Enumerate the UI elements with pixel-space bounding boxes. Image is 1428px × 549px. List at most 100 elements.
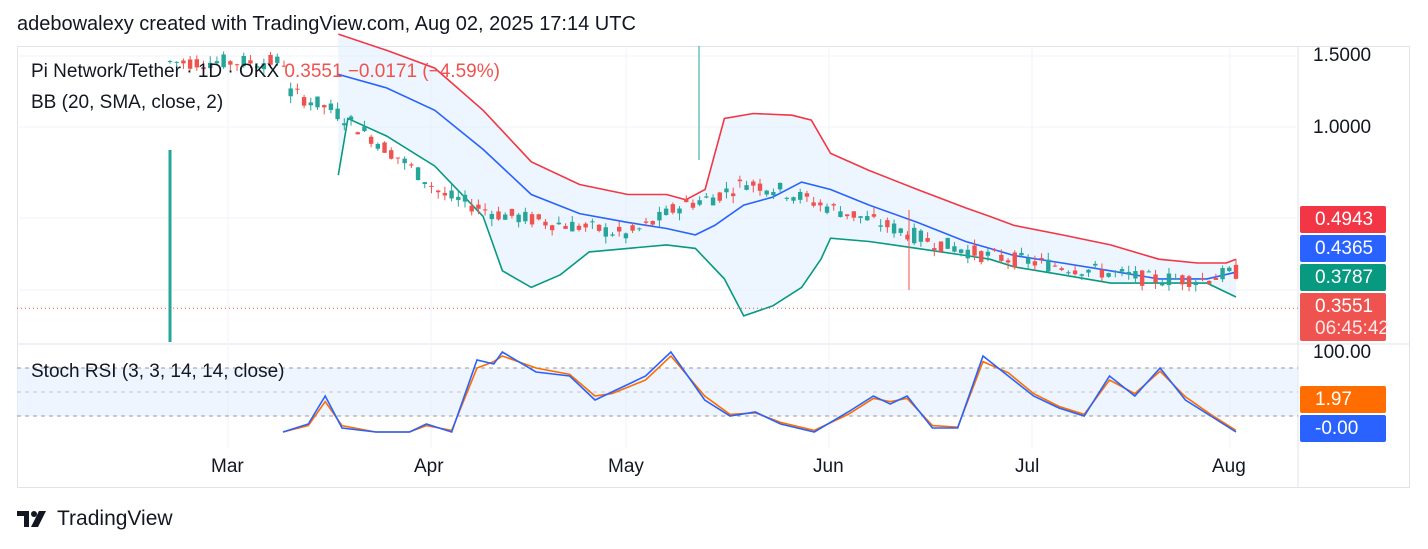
time-label-apr: Apr bbox=[414, 456, 444, 477]
candle-body bbox=[214, 61, 220, 64]
candle-body bbox=[831, 204, 836, 206]
stoch-d-tag: 1.97 bbox=[1300, 386, 1386, 413]
candle-body bbox=[918, 230, 924, 242]
candle-body bbox=[804, 193, 810, 197]
candle-body bbox=[536, 214, 541, 220]
candle-body bbox=[328, 103, 334, 111]
tradingview-logo-icon bbox=[17, 511, 46, 527]
candle-body bbox=[275, 56, 280, 63]
price-tick-1-5: 1.5000 bbox=[1313, 45, 1372, 66]
candle-body bbox=[482, 209, 488, 211]
candle-body bbox=[409, 164, 414, 166]
candle-body bbox=[462, 194, 468, 202]
candle-body bbox=[355, 132, 360, 135]
bb-lower-line bbox=[337, 117, 1237, 317]
bb-legend[interactable]: BB (20, SMA, close, 2) bbox=[31, 92, 224, 113]
candle-body bbox=[496, 211, 501, 220]
candle-body bbox=[181, 60, 186, 64]
candle-body bbox=[932, 248, 937, 251]
candle-body bbox=[529, 214, 535, 225]
chart-frame[interactable] bbox=[17, 46, 1410, 488]
candle-body bbox=[469, 205, 474, 212]
candle-body bbox=[295, 88, 300, 90]
candle-body bbox=[322, 105, 327, 108]
candle-body bbox=[885, 220, 890, 228]
candle-body bbox=[1193, 281, 1198, 286]
last-price-tag-value: 0.3551 bbox=[1315, 296, 1374, 317]
candle-body bbox=[791, 197, 796, 201]
candle-body bbox=[375, 144, 381, 149]
candle-body bbox=[543, 221, 548, 226]
tradingview-brand: TradingView bbox=[57, 507, 173, 530]
candle-body bbox=[1093, 263, 1098, 266]
candle-body bbox=[288, 88, 293, 97]
candle-body bbox=[1200, 278, 1205, 280]
candle-body bbox=[878, 225, 883, 227]
candle-body bbox=[194, 59, 200, 68]
chart-credit: adebowalexy created with TradingView.com… bbox=[17, 13, 636, 35]
candle-body bbox=[1186, 276, 1192, 287]
candle-body bbox=[1025, 258, 1031, 264]
candle-body bbox=[603, 227, 608, 237]
candle-body bbox=[657, 211, 662, 221]
candle-body bbox=[1099, 269, 1105, 278]
candle-body bbox=[1086, 269, 1091, 273]
candle-body bbox=[958, 249, 964, 253]
candle-body bbox=[1072, 270, 1078, 275]
candle-body bbox=[911, 227, 917, 244]
candle-body bbox=[348, 116, 354, 120]
candle-body bbox=[503, 214, 508, 220]
candle-body bbox=[945, 237, 950, 249]
last-price-value: 0.3551 bbox=[284, 61, 343, 82]
candle-body bbox=[1052, 265, 1058, 267]
candle-body bbox=[1227, 267, 1232, 272]
candle-body bbox=[1126, 271, 1131, 275]
candle-body bbox=[1059, 268, 1064, 270]
candle-body bbox=[925, 237, 930, 242]
candle-body bbox=[516, 214, 521, 223]
time-label-mar: Mar bbox=[211, 456, 244, 477]
candle-body bbox=[442, 192, 448, 196]
candle-body bbox=[583, 223, 588, 228]
candle-body bbox=[509, 208, 515, 216]
candle-body bbox=[174, 61, 179, 63]
candle-body bbox=[415, 167, 421, 181]
candle-body bbox=[798, 191, 803, 200]
candle-body bbox=[650, 221, 655, 225]
candle-body bbox=[395, 157, 401, 159]
candle-body bbox=[784, 197, 790, 199]
candle-body bbox=[1046, 259, 1051, 272]
candle-body bbox=[999, 254, 1004, 261]
candle-body bbox=[724, 188, 729, 193]
time-label-aug: Aug bbox=[1212, 456, 1246, 477]
symbol-legend[interactable]: Pi Network/Tether · 1D · OKX 0.3551 −0.0… bbox=[31, 61, 500, 83]
candle-body bbox=[389, 150, 394, 159]
candle-body bbox=[844, 214, 850, 217]
candle-body bbox=[871, 214, 877, 217]
candle-body bbox=[637, 228, 642, 230]
candle-body bbox=[730, 193, 736, 197]
candle-body bbox=[335, 108, 340, 120]
candle-body bbox=[697, 200, 702, 205]
candle-body bbox=[523, 211, 528, 222]
symbol-name: Pi Network/Tether · 1D · OKX bbox=[31, 61, 280, 82]
candle-body bbox=[549, 225, 555, 231]
candle-body bbox=[952, 246, 957, 252]
candle-body bbox=[858, 216, 863, 218]
last-price-tag: 0.3551 06:45:42 bbox=[1300, 293, 1389, 341]
candle-body bbox=[1146, 271, 1152, 273]
tradingview-logo[interactable]: TradingView bbox=[17, 507, 173, 531]
stoch-rsi-legend[interactable]: Stoch RSI (3, 3, 14, 14, close) bbox=[31, 361, 285, 382]
candle-body bbox=[254, 66, 260, 68]
candle-body bbox=[1220, 268, 1225, 280]
candle-body bbox=[201, 67, 206, 70]
candle-body bbox=[777, 182, 783, 190]
candle-body bbox=[898, 228, 903, 233]
candle-body bbox=[570, 221, 575, 232]
candle-body bbox=[838, 211, 843, 217]
candle-body bbox=[851, 211, 857, 218]
candle-body bbox=[811, 202, 816, 206]
candle-body bbox=[234, 64, 240, 66]
candle-body bbox=[1119, 269, 1125, 272]
